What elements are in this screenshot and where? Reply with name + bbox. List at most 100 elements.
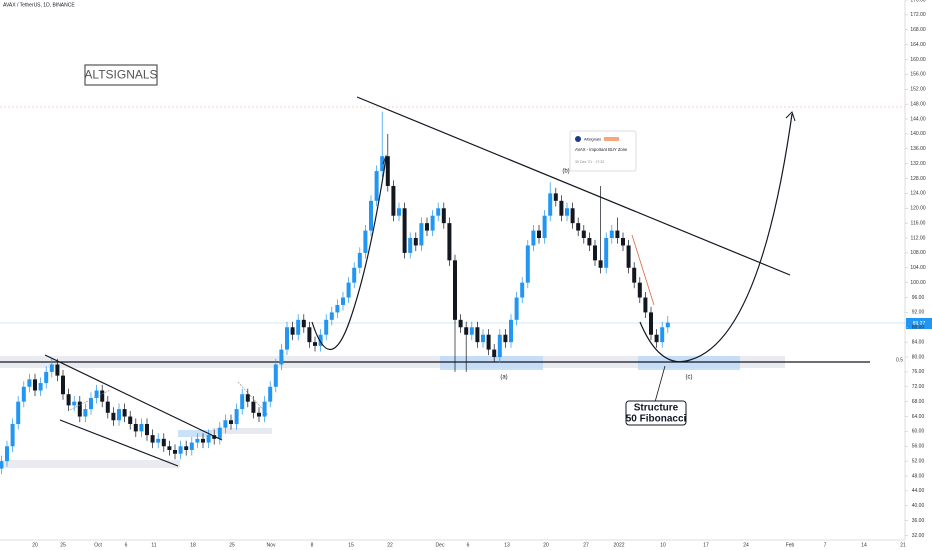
price-tag-label: 89.27	[913, 321, 926, 327]
callout-box	[625, 400, 687, 426]
y-tick-label: 44.00	[912, 488, 925, 494]
candle-body	[352, 267, 357, 283]
candle-body	[458, 319, 463, 328]
candle-body	[632, 267, 637, 283]
y-tick-label: 60.00	[912, 429, 925, 435]
candle-body	[251, 401, 256, 413]
candle-body	[537, 230, 541, 239]
candle-body	[357, 252, 362, 268]
y-tick-label: 144.00	[910, 116, 926, 122]
candle-body	[660, 327, 665, 343]
candle-body	[335, 304, 340, 313]
y-tick-label: 172.00	[910, 12, 926, 18]
candle-body	[604, 238, 609, 268]
candle-body	[548, 193, 553, 216]
candle-body	[481, 334, 485, 343]
x-tick-label: 11	[151, 542, 156, 548]
idea-author: Altsignals	[584, 137, 601, 142]
candle-body	[665, 322, 670, 328]
candle-body	[514, 297, 519, 320]
candle-body	[21, 386, 26, 402]
x-tick-label: Feb	[786, 542, 795, 548]
candle-body	[520, 282, 525, 298]
candle-body	[464, 327, 469, 335]
candle-body	[279, 349, 284, 365]
candle-body	[212, 435, 217, 439]
y-tick-label: 104.00	[910, 265, 926, 271]
candle-body	[44, 371, 49, 384]
candle-body	[402, 208, 407, 253]
candle-body	[576, 223, 581, 231]
y-tick-label: 132.00	[910, 161, 926, 167]
candle-body	[525, 245, 530, 283]
x-tick-label: 6	[125, 542, 128, 548]
candle-body	[615, 230, 620, 239]
candle-body	[229, 420, 233, 424]
y-tick-label: 56.00	[912, 444, 925, 450]
candle-body	[100, 390, 105, 402]
y-tick-label: 48.00	[912, 473, 925, 479]
candle-body	[413, 238, 418, 246]
y-tick-label: 40.00	[912, 503, 925, 509]
candle-body	[497, 334, 502, 358]
y-tick-label: 76.00	[912, 369, 925, 375]
y-tick-label: 80.00	[912, 354, 925, 360]
candle-body	[408, 238, 413, 253]
candle-body	[391, 185, 396, 216]
candle-body	[16, 401, 21, 424]
watermark-box	[84, 64, 158, 86]
y-tick-label: 84.00	[912, 339, 925, 345]
zone	[178, 430, 212, 437]
x-tick-label: 13	[504, 542, 510, 548]
y-tick-label: 152.00	[910, 87, 926, 93]
x-tick-label: 14	[861, 542, 867, 548]
candle-body	[27, 379, 32, 387]
candle-body	[363, 230, 368, 253]
candle-body	[268, 386, 273, 402]
x-tick-label: 22	[387, 542, 393, 548]
channel-line	[59, 419, 179, 467]
candle-body	[145, 423, 149, 436]
candle-body	[637, 282, 642, 298]
candle-body	[128, 416, 133, 424]
x-tick-label: 27	[583, 542, 589, 548]
candle-body	[492, 349, 497, 358]
candle-body	[94, 390, 99, 398]
y-tick-label: 116.00	[911, 220, 926, 226]
candle-body	[380, 156, 385, 172]
y-tick-label: 100.00	[910, 280, 926, 286]
idea-popup[interactable]	[569, 130, 637, 172]
x-tick-label: 15	[348, 542, 354, 548]
candle-body	[374, 171, 379, 201]
projection-curve	[639, 113, 793, 363]
trendline-red	[631, 234, 655, 306]
candle-body	[621, 238, 625, 246]
candle-body	[105, 401, 110, 413]
dashed-path	[69, 389, 111, 411]
y-tick-label: 112.00	[911, 235, 926, 241]
x-tick-label: 8	[311, 542, 314, 548]
candle-body	[55, 364, 60, 376]
candle-body	[257, 412, 261, 417]
candle-body	[475, 327, 480, 343]
y-tick-label: 136.00	[910, 146, 926, 152]
callout-line	[654, 365, 666, 403]
candle-body	[397, 208, 401, 216]
fib-label: 0.5	[896, 357, 903, 363]
candle-body	[285, 327, 289, 350]
curve	[311, 157, 387, 351]
candle-body	[469, 327, 474, 335]
buy-zone	[440, 356, 543, 370]
candle-body	[33, 379, 37, 391]
wave-label: (a)	[500, 375, 507, 381]
y-tick-label: 176.00	[910, 0, 926, 3]
avatar	[575, 136, 581, 142]
candle-body	[83, 409, 88, 417]
candle-body	[542, 215, 547, 239]
candle-body	[139, 423, 144, 432]
candle-body	[301, 319, 306, 328]
candle-body	[173, 450, 177, 454]
x-tick-label: 20	[32, 542, 38, 548]
